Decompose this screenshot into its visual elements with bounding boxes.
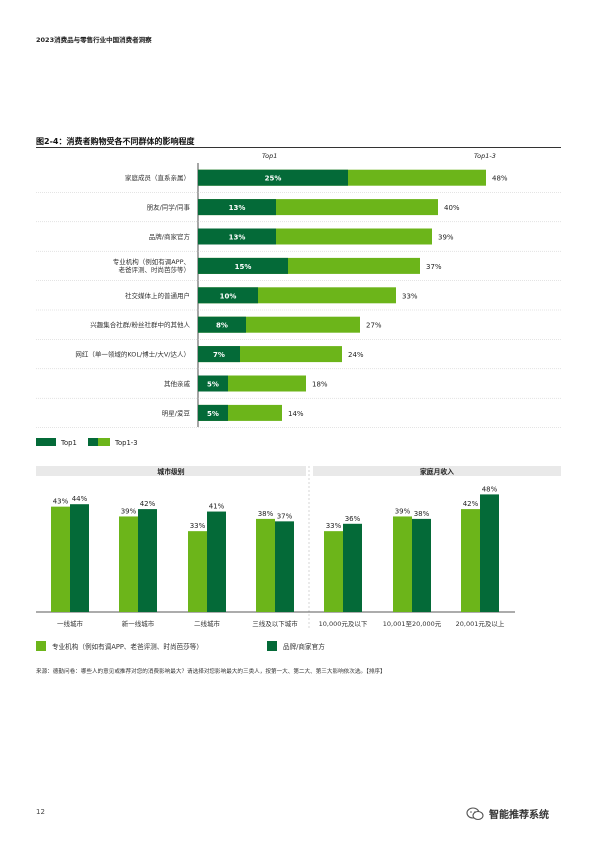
- category-label: 10,001至20,000元: [383, 620, 442, 628]
- data-label-professional-institution: 33%: [326, 522, 342, 530]
- watermark-text: 智能推荐系统: [489, 810, 549, 821]
- category-label: 家庭成员（直系亲属）: [125, 173, 190, 182]
- bar-professional-institution: [324, 531, 343, 612]
- data-label-professional-institution: 43%: [53, 498, 69, 506]
- data-label-top1: 7%: [213, 351, 225, 359]
- bar-top1: [198, 375, 228, 392]
- page-number: 12: [36, 808, 45, 816]
- data-label-top1: 5%: [207, 381, 219, 389]
- category-label: 其他亲戚: [164, 379, 191, 388]
- group-header-band: [36, 466, 306, 476]
- bar-top1: [198, 228, 276, 245]
- category-label: 明星/爱豆: [162, 409, 191, 417]
- category-label: 社交媒体上的普通用户: [125, 291, 190, 300]
- bar-professional-institution: [188, 531, 207, 612]
- data-label-top1: 13%: [229, 204, 246, 212]
- horizontal-bar-chart: Top1 Top1-3 家庭成员（直系亲属） 25% 48% 朋友/同学/同事 13% 40%…: [36, 152, 561, 447]
- data-label-top1: 25%: [265, 175, 282, 183]
- category-label: 三线及以下城市: [252, 619, 298, 628]
- data-label-professional-institution: 38%: [258, 510, 274, 518]
- legend-swatch-top1-3-dark: [88, 438, 98, 446]
- data-label-top1: 5%: [207, 410, 219, 418]
- data-label-brand-official: 36%: [345, 515, 361, 523]
- legend-swatch-top1: [36, 438, 56, 446]
- figure-title-rule: [36, 147, 561, 148]
- bar-brand-official: [207, 511, 226, 612]
- report-header: 2023消费品与零售行业中国消费者洞察: [36, 36, 152, 44]
- data-label-brand-official: 42%: [140, 500, 156, 508]
- bar-brand-official: [480, 494, 499, 612]
- legend-label-top1-3: Top1-3: [114, 439, 138, 447]
- category-label: 朋友/同学/同事: [147, 203, 191, 212]
- bar-top1: [198, 404, 228, 421]
- data-label-brand-official: 41%: [209, 503, 225, 511]
- data-label-professional-institution: 39%: [121, 507, 137, 515]
- data-label-professional-institution: 39%: [395, 507, 411, 515]
- figure-title: 图2-4：消费者购物受各不同群体的影响程度: [36, 137, 195, 146]
- data-label-top1-3: 18%: [312, 381, 328, 389]
- data-label-top1-3: 14%: [288, 410, 304, 418]
- category-label: 专业机构（例如有调APP、老爸评测、时尚芭莎等）: [113, 257, 190, 274]
- column-header-top1: Top1: [262, 152, 277, 160]
- bar-top1: [198, 316, 246, 333]
- category-label: 兴趣集合社群/粉丝社群中的其他人: [90, 320, 190, 329]
- bar-brand-official: [138, 509, 157, 612]
- bar-top1: [198, 287, 258, 304]
- data-label-professional-institution: 42%: [463, 500, 479, 508]
- wechat-icon: [466, 806, 484, 820]
- data-label-top1: 8%: [216, 322, 228, 330]
- bar-top1: [198, 346, 240, 363]
- bar-top1: [198, 169, 348, 186]
- legend-label-professional-institution: 专业机构（例如有调APP、老爸评测、时尚芭莎等）: [52, 642, 203, 651]
- data-label-top1-3: 24%: [348, 351, 364, 359]
- data-label-top1-3: 39%: [438, 234, 454, 242]
- bar-brand-official: [70, 504, 89, 612]
- bar-top1: [198, 199, 276, 216]
- data-label-professional-institution: 33%: [190, 522, 206, 530]
- category-label: 10,000元及以下: [319, 620, 368, 628]
- group-title: 城市级别: [157, 467, 184, 476]
- category-label: 一线城市: [57, 619, 84, 628]
- column-header-top1-3: Top1-3: [474, 152, 496, 160]
- bar-professional-institution: [119, 516, 138, 612]
- data-label-top1-3: 40%: [444, 204, 460, 212]
- data-label-top1-3: 27%: [366, 322, 382, 330]
- category-label: 20,001元及以上: [456, 619, 505, 628]
- data-label-top1: 15%: [235, 263, 252, 271]
- group-header-band: [313, 466, 561, 476]
- legend-swatch-professional-institution: [36, 641, 46, 651]
- bar-professional-institution: [393, 516, 412, 612]
- data-label-brand-official: 44%: [72, 495, 88, 503]
- legend-swatch-top1-3-light: [98, 438, 110, 446]
- data-label-brand-official: 37%: [277, 512, 293, 520]
- data-label-top1-3: 48%: [492, 175, 508, 183]
- bar-professional-institution: [461, 509, 480, 612]
- bar-top1: [198, 257, 288, 274]
- bar-brand-official: [343, 523, 362, 612]
- data-label-brand-official: 38%: [414, 510, 430, 518]
- legend-label-brand-official: 品牌/商家官方: [283, 642, 325, 651]
- legend-swatch-brand-official: [267, 641, 277, 651]
- bar-professional-institution: [256, 518, 275, 612]
- data-label-top1: 13%: [229, 234, 246, 242]
- data-label-top1-3: 37%: [426, 263, 442, 271]
- watermark: 智能推荐系统: [466, 806, 549, 821]
- category-label: 新一线城市: [122, 619, 155, 628]
- data-label-top1: 10%: [220, 292, 237, 300]
- data-label-top1-3: 33%: [402, 292, 418, 300]
- bar-brand-official: [275, 521, 294, 612]
- source-note: 来源：德勤问卷：哪些人的意见或推荐对您的消费影响最大？请选择对您影响最大的三类人…: [36, 669, 386, 675]
- bar-professional-institution: [51, 506, 70, 612]
- category-label: 二线城市: [194, 619, 221, 628]
- group-title: 家庭月收入: [420, 467, 454, 476]
- category-label: 品牌/商家官方: [149, 232, 191, 241]
- category-label: 网红（单一领域的KOL/博士/大V/达人）: [75, 350, 190, 359]
- legend-label-top1: Top1: [60, 439, 77, 447]
- bar-brand-official: [412, 518, 431, 612]
- data-label-brand-official: 48%: [482, 485, 498, 493]
